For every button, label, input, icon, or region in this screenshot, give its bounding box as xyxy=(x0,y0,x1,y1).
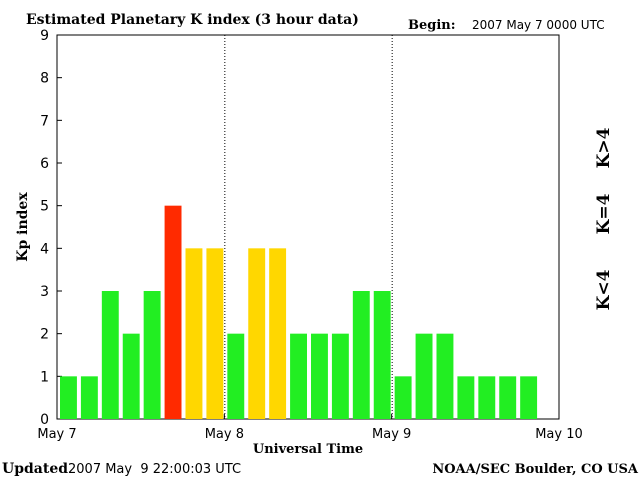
y-tick-label: 7 xyxy=(40,113,49,129)
kp-bar xyxy=(394,376,412,419)
updated-value: 2007 May 9 22:00:03 UTC xyxy=(68,462,241,477)
x-tick-label: May 10 xyxy=(535,427,583,442)
y-tick-label: 3 xyxy=(40,284,49,300)
y-tick-label: 6 xyxy=(40,156,49,172)
kp-bar xyxy=(101,291,119,419)
kp-bar xyxy=(478,376,496,419)
source-credit: NOAA/SEC Boulder, CO USA xyxy=(432,462,639,477)
kp-bar xyxy=(457,376,475,419)
kp-bar xyxy=(520,376,538,419)
x-tick-label: May 9 xyxy=(372,427,411,442)
legend-k-equal-4: K=4 xyxy=(594,193,614,234)
y-tick-label: 4 xyxy=(40,241,49,257)
kp-bar xyxy=(248,248,266,419)
kp-bar xyxy=(436,333,454,419)
x-axis: May 7 May 8 May 9 May 10 xyxy=(37,414,583,442)
kp-bar xyxy=(290,333,307,419)
x-tick-label: May 7 xyxy=(37,427,76,442)
kp-bar xyxy=(185,248,203,419)
plot-frame xyxy=(56,34,560,420)
y-tick-label: 5 xyxy=(40,199,49,215)
kp-bar xyxy=(331,333,349,419)
kp-bar xyxy=(373,291,391,419)
x-tick-label: May 8 xyxy=(205,427,244,442)
y-axis: 0 1 2 3 4 5 6 7 8 9 xyxy=(40,28,62,428)
kp-bar xyxy=(499,376,517,419)
y-axis-title: Kp index xyxy=(15,192,31,262)
begin-label: Begin: xyxy=(408,18,456,33)
kp-bar xyxy=(227,333,245,419)
y-tick-label: 0 xyxy=(40,412,49,428)
begin-value: 2007 May 7 0000 UTC xyxy=(472,18,605,32)
kp-bar xyxy=(164,205,182,419)
kp-bar xyxy=(206,248,224,419)
y-tick-label: 1 xyxy=(40,369,49,385)
day-dividers xyxy=(224,35,393,419)
bars-group xyxy=(60,205,538,419)
legend-k-above-4: K>4 xyxy=(594,127,614,168)
kp-bar xyxy=(143,291,161,419)
y-tick-label: 2 xyxy=(40,327,49,343)
y-tick-label: 8 xyxy=(40,71,49,87)
kp-bar xyxy=(122,333,140,419)
kp-bar xyxy=(80,376,98,419)
kp-bar xyxy=(352,291,370,419)
kp-bar xyxy=(311,333,328,419)
kp-bar xyxy=(415,333,433,419)
updated-label: Updated xyxy=(2,461,68,477)
kp-bar xyxy=(60,376,77,419)
kp-bar xyxy=(269,248,287,419)
legend-k-below-4: K<4 xyxy=(594,269,614,310)
y-tick-label: 9 xyxy=(40,28,49,44)
x-axis-title: Universal Time xyxy=(253,442,363,457)
chart-title: Estimated Planetary K index (3 hour data… xyxy=(26,12,359,28)
